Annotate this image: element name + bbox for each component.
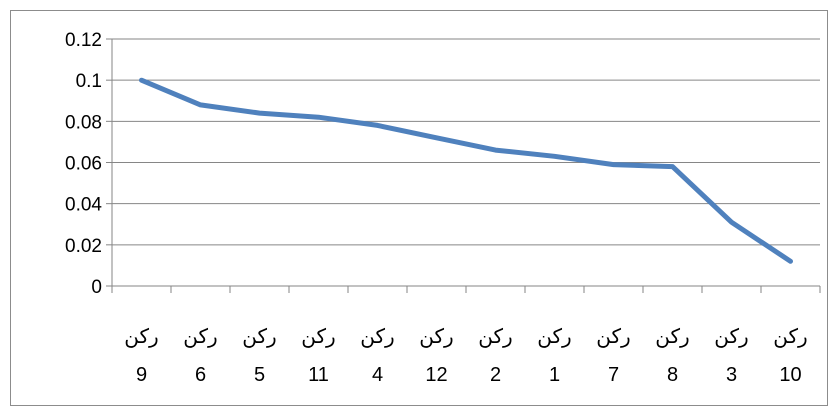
x-tick-label: ركن 1 xyxy=(537,326,571,386)
x-tick-label: ركن 11 xyxy=(301,326,335,386)
x-tick-label: ركن 3 xyxy=(714,326,748,386)
x-tick-label: ركن 7 xyxy=(596,326,630,386)
series-line-1 xyxy=(139,77,793,264)
x-tick-label: ركن 10 xyxy=(773,326,807,386)
y-tick-label: 0.08 xyxy=(65,112,102,133)
y-tick-label: 0.06 xyxy=(65,154,102,175)
x-tick-label: ركن 2 xyxy=(478,326,512,386)
y-tick-label: 0.02 xyxy=(65,236,102,257)
chart-frame xyxy=(10,10,828,406)
x-tick-label: ركن 6 xyxy=(183,326,217,386)
y-tick-label: 0.04 xyxy=(65,195,102,216)
series-layer xyxy=(139,77,793,264)
gridlines xyxy=(112,38,820,246)
axes xyxy=(106,38,821,293)
x-tick-label: ركن 9 xyxy=(124,326,158,386)
y-tick-label: 0 xyxy=(91,277,102,298)
x-tick-label: ركن 12 xyxy=(419,326,453,386)
x-tick-label: ركن 5 xyxy=(242,326,276,386)
x-tick-label: ركن 8 xyxy=(655,326,689,386)
y-tick-label: 0.1 xyxy=(76,71,102,92)
y-tick-labels: 0 0.02 0.04 0.06 0.08 0.1 0.12 xyxy=(65,30,102,298)
x-tick-label: ركن 4 xyxy=(360,326,394,386)
y-tick-label: 0.12 xyxy=(65,30,102,51)
x-tick-labels: ركن 9 ركن 6 ركن 5 ركن 11 ركن 4 ركن 12 ركن 2 ركن 1 ركن 7 رك… xyxy=(124,326,807,386)
